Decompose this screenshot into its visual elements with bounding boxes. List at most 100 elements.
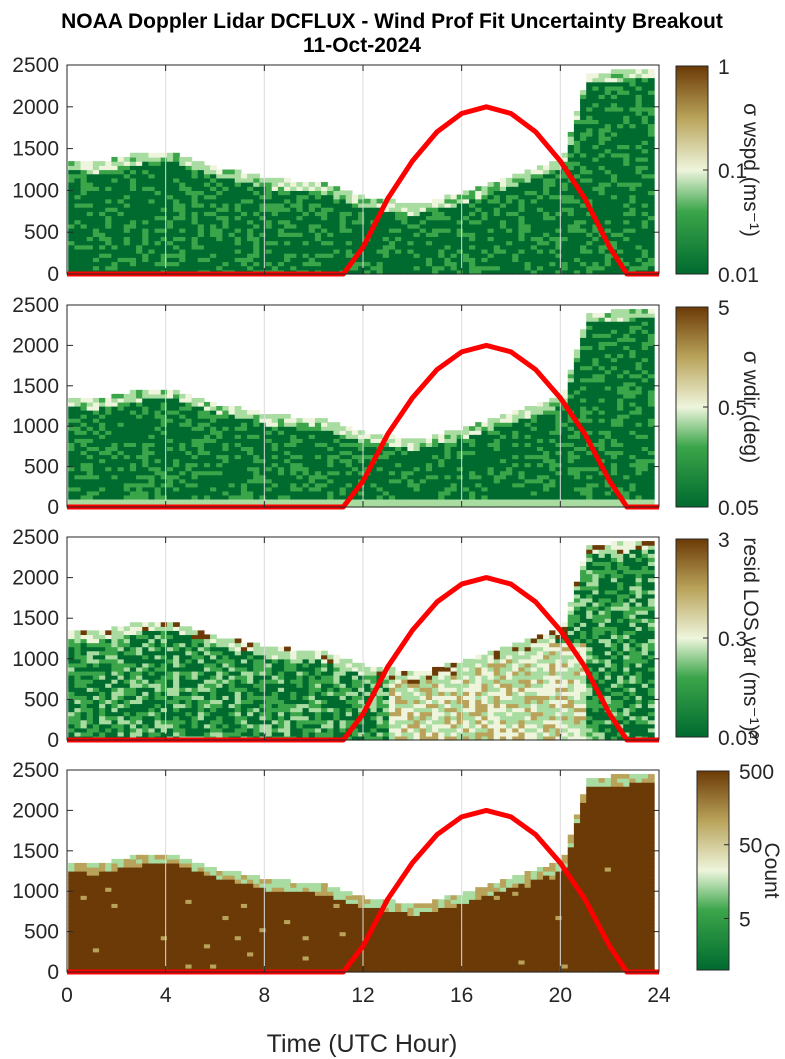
heatmap-cell [364,494,371,500]
heatmap-cell [247,430,254,435]
heatmap-cell [413,228,421,233]
heatmap-cell [265,470,273,476]
heatmap-cell [296,490,304,496]
heatmap-cell [339,442,347,447]
heatmap-cell [524,265,532,271]
heatmap-cell [549,207,556,212]
heatmap-cell [487,502,495,508]
heatmap-cell [586,313,593,318]
heatmap-cell [567,144,575,150]
heatmap-cell [629,365,637,371]
heatmap-cell [647,228,655,233]
heatmap-cell [536,486,544,492]
heatmap-cell [179,474,186,480]
heatmap-cell [191,494,199,500]
heatmap-cell [604,321,612,326]
heatmap-cell [154,228,162,233]
heatmap-cell [265,182,273,187]
heatmap-cell [610,438,618,443]
heatmap-cell [561,430,569,435]
heatmap-cell [401,446,408,452]
heatmap-cell [142,430,149,435]
heatmap-cell [154,161,162,166]
heatmap-cell [154,438,162,443]
heatmap-cell [142,482,149,488]
heatmap-cell [395,498,402,504]
heatmap-cell [99,470,106,476]
heatmap-cell [536,198,544,204]
heatmap-cell [173,430,180,435]
heatmap-cell [197,490,205,496]
heatmap-cell [407,458,415,464]
heatmap-cell [413,450,421,456]
heatmap-cell [327,466,334,472]
heatmap-cell [536,434,544,439]
heatmap-cell [475,257,482,263]
heatmap-cell [518,194,526,200]
heatmap-cell [117,422,125,427]
heatmap-cell [598,223,606,229]
heatmap-cell [197,446,205,452]
heatmap-cell [271,474,279,480]
heatmap-cell [339,434,347,439]
heatmap-cell [512,265,519,271]
heatmap-cell [617,127,624,133]
heatmap-cell [512,182,519,187]
heatmap-cell [284,462,291,468]
heatmap-cell [419,446,427,452]
heatmap-cell [203,186,211,191]
heatmap-cell [247,462,254,468]
heatmap-cell [469,446,476,452]
heatmap-cell [604,123,612,129]
heatmap-cell [129,482,137,488]
heatmap-cell [234,498,242,504]
heatmap-cell [506,422,513,427]
heatmap-cell [234,253,242,258]
heatmap-cell [321,232,328,237]
heatmap-cell [302,257,310,263]
heatmap-cell [580,240,587,246]
heatmap-cell [598,502,606,508]
heatmap-cell [487,426,495,431]
heatmap-cell [92,161,100,166]
heatmap-cell [370,261,378,267]
heatmap-cell [487,190,495,196]
heatmap-cell [136,236,143,242]
heatmap-cell [469,470,476,476]
heatmap-cell [247,410,254,415]
heatmap-cell [543,490,550,496]
heatmap-cell [512,414,519,419]
heatmap-cell [358,223,365,229]
heatmap-cell [80,194,88,200]
heatmap-cell [549,248,556,254]
heatmap-cell [154,406,162,411]
heatmap-cell [191,223,199,229]
heatmap-cell [617,207,624,212]
heatmap-cell [604,438,612,443]
heatmap-cell [234,190,242,196]
heatmap-cell [610,190,618,196]
heatmap-cell [129,438,137,443]
heatmap-cell [284,207,291,212]
heatmap-cell [74,194,82,200]
heatmap-cell [598,353,606,359]
heatmap-cell [308,248,316,254]
heatmap-cell [284,418,291,423]
heatmap-cell [240,466,248,472]
heatmap-cell [543,454,550,460]
heatmap-cell [586,123,593,129]
heatmap-cell [277,211,285,217]
heatmap-cell [629,148,637,154]
heatmap-cell [530,190,538,196]
heatmap-cell [117,430,125,435]
heatmap-cell [92,466,100,472]
heatmap-cell [253,253,260,258]
heatmap-cell [216,438,223,443]
heatmap-cell [604,397,612,403]
heatmap-cell [506,478,513,484]
heatmap-cell [555,466,563,472]
heatmap-cell [419,253,427,258]
heatmap-cell [234,422,242,427]
heatmap-cell [296,418,304,423]
heatmap-cell [592,349,600,355]
